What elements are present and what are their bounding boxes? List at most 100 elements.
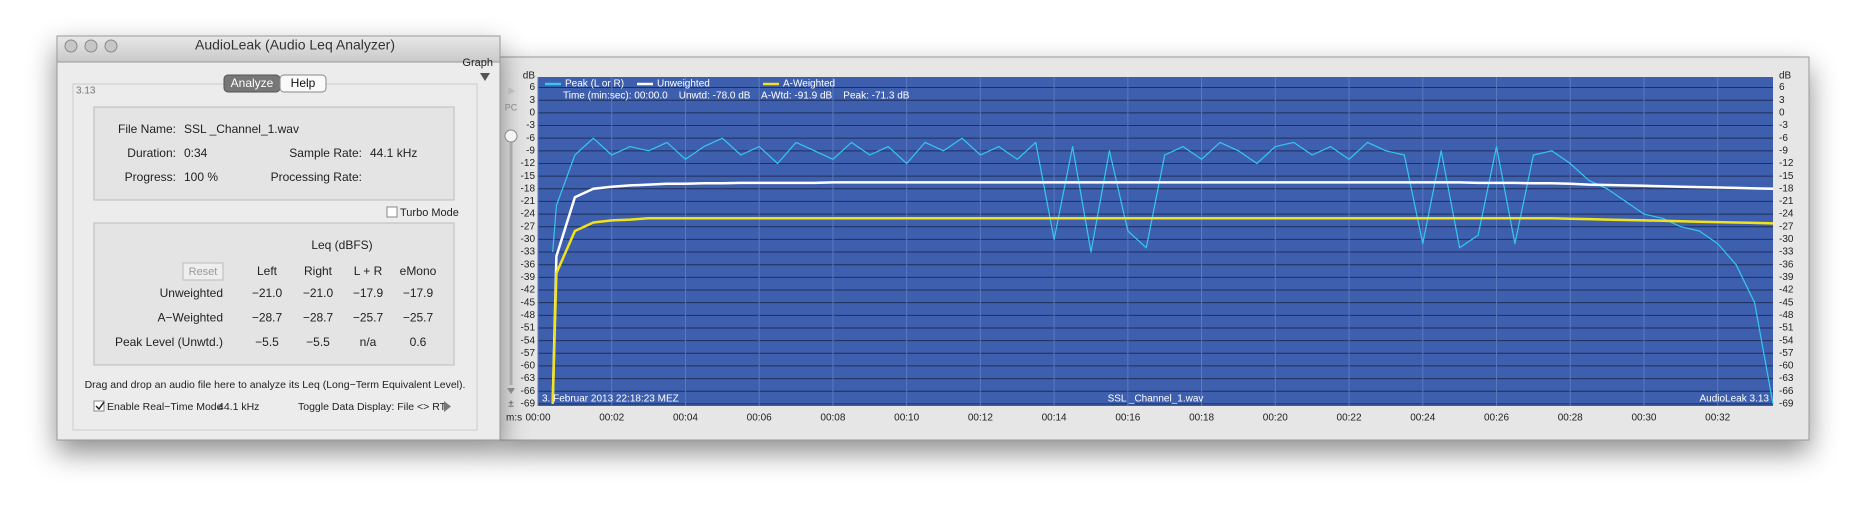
y-tick-label: -3 [526,120,535,131]
realtime-rate: 44.1 kHz [218,401,259,413]
y-tick-label: -30 [521,234,536,245]
y-tick-label-right: -69 [1779,399,1794,410]
analyze-tab-label[interactable]: Analyze [231,76,274,90]
value: SSL _Channel_1.wav [184,122,299,136]
reset-label[interactable]: Reset [189,266,218,278]
info-line: Time (min:sec): 00:00.0 Unwtd: -78.0 dB … [563,91,910,102]
y-tick-label: -45 [521,297,536,308]
leq-box [93,222,455,366]
y-tick-label: -21 [521,196,536,207]
legend-label: Unweighted [657,79,710,90]
series-line [552,137,1774,405]
reset-button[interactable] [182,262,224,281]
graph-arrow[interactable] [480,73,490,81]
play-icon[interactable] [508,87,515,95]
x-tick-label: 00:04 [673,413,698,424]
y-tick-label-right: 6 [1779,82,1785,93]
y-tick-label-right: -33 [1779,247,1794,258]
label: Sample Rate: [289,146,362,160]
minimize-button[interactable] [84,39,98,53]
cell: n/a [360,335,377,349]
row-label: Unweighted [160,286,223,300]
footer-center: SSL _Channel_1.wav [1108,394,1204,405]
realtime-checkbox[interactable] [93,400,105,412]
realtime-label[interactable]: Enable Real−Time Mode [107,401,223,413]
y-axis-label: dB [523,71,536,82]
y-tick-label: -42 [521,285,536,296]
y-tick-label-right: -12 [1779,158,1794,169]
y-tick-label: -12 [521,158,536,169]
y-tick-label-right: -3 [1779,120,1788,131]
footer-right: AudioLeak 3.13 [1699,394,1769,405]
y-tick-label: -18 [521,183,536,194]
footer-left: 3. Februar 2013 22:18:23 MEZ [542,394,679,405]
y-tick-label: -6 [526,133,535,144]
y-tick-label: -54 [521,335,536,346]
y-tick-label-right: -66 [1779,386,1794,397]
label: Duration: [127,146,176,160]
y-tick-label: 6 [529,82,535,93]
y-tick-label-right: -63 [1779,373,1794,384]
column-header: eMono [400,264,437,278]
plot-area [538,77,1773,406]
x-tick-label: 00:30 [1631,413,1656,424]
y-tick-label-right: -18 [1779,183,1794,194]
label: Progress: [125,170,176,184]
y-tick-label-right: 0 [1779,107,1785,118]
y-tick-label: -48 [521,310,536,321]
x-tick-label: 00:24 [1410,413,1435,424]
checkmark [95,401,105,411]
legend-label: A-Weighted [783,79,835,90]
side-label: PC [505,102,518,112]
x-tick-label: 00:12 [968,413,993,424]
zoom-button[interactable] [104,39,118,53]
y-tick-label: 3 [529,95,535,106]
turbo-label[interactable]: Turbo Mode [400,207,459,219]
row-label: Peak Level (Unwtd.) [115,335,223,349]
slider-arrow[interactable] [507,388,515,394]
cell: −28.7 [252,311,283,325]
window-title: AudioLeak (Audio Leq Analyzer) [195,37,395,53]
y-tick-label: -33 [521,247,536,258]
x-tick-label: 00:22 [1337,413,1362,424]
leq-table: Left Right L + R eMono Unweighted −21.0 −21.0 −… [115,264,437,349]
cell: −25.7 [403,311,434,325]
cell: −17.9 [353,286,384,300]
x-tick-label: 00:10 [894,413,919,424]
x-tick-label: 00:14 [1042,413,1067,424]
label: Processing Rate: [271,170,362,184]
close-button[interactable] [64,39,78,53]
x-tick-label: 00:26 [1484,413,1509,424]
turbo-checkbox[interactable] [386,206,398,218]
y-tick-label-right: -42 [1779,285,1794,296]
y-tick-label-right: -6 [1779,133,1788,144]
instruction: Drag and drop an audio file here to anal… [85,379,466,391]
y-tick-label-right: -51 [1779,323,1794,334]
slider-knob[interactable] [504,129,518,143]
side-label: ± [508,399,514,410]
label: File Name: [118,122,176,136]
column-header: Left [257,264,278,278]
y-tick-label: 0 [529,107,535,118]
help-tab-label[interactable]: Help [291,76,316,90]
y-tick-label: -60 [521,361,536,372]
title-bar [56,35,501,63]
y-tick-label-right: 3 [1779,95,1785,106]
help-tab[interactable] [279,74,327,93]
y-tick-label: -15 [521,171,536,182]
y-tick-label: -69 [521,399,536,410]
x-tick-label: 00:16 [1115,413,1140,424]
value: 44.1 kHz [370,146,417,160]
graph-toggle[interactable]: Graph [462,57,493,69]
row-label: A−Weighted [158,311,224,325]
toggle-arrow[interactable] [444,401,451,412]
leq-title: Leq (dBFS) [311,238,372,252]
x-tick-label: 00:20 [1263,413,1288,424]
x-tick-label: 00:06 [747,413,772,424]
cell: −28.7 [303,311,334,325]
y-axis-label-right: dB [1779,71,1792,82]
x-tick-label: 00:28 [1558,413,1583,424]
toggle-display[interactable]: Toggle Data Display: File <> RT [298,401,447,413]
y-tick-label: -63 [521,373,536,384]
